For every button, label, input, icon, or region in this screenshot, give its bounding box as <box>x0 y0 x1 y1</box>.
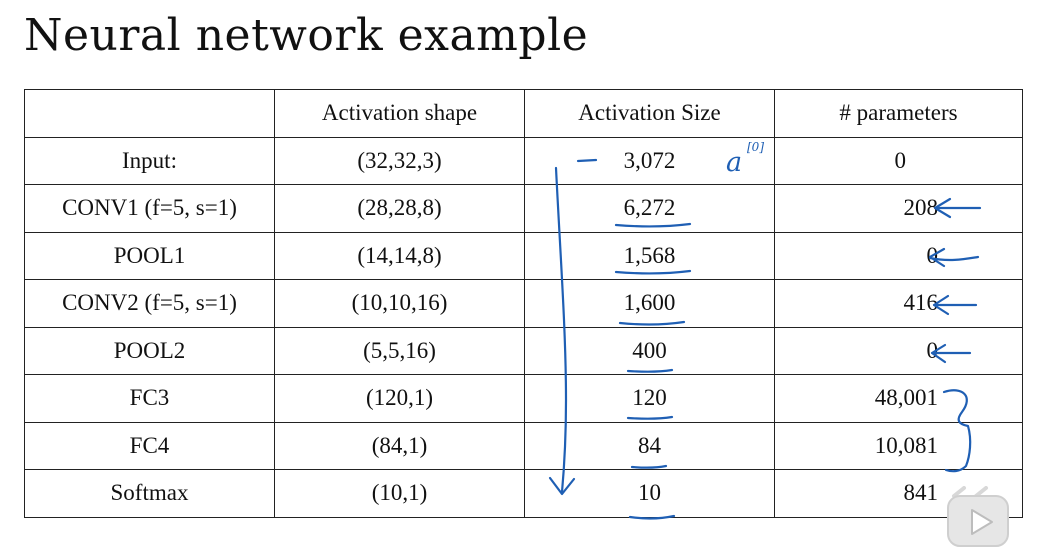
network-table: Activation shape Activation Size # param… <box>24 89 1023 518</box>
activation-size: 6,272 <box>524 184 775 233</box>
activation-size: 3,072 <box>524 136 775 185</box>
parameter-count: 48,001 <box>774 374 1023 423</box>
activation-shape: (28,28,8) <box>274 184 525 233</box>
activation-shape: (84,1) <box>274 421 525 470</box>
layer-name: POOL2 <box>24 326 275 375</box>
activation-shape: (10,1) <box>274 469 525 518</box>
layer-name: Softmax <box>24 469 275 518</box>
activation-shape: (14,14,8) <box>274 231 525 280</box>
table-header-row: Activation shape Activation Size # param… <box>24 89 1023 138</box>
slide-title: Neural network example <box>24 10 589 61</box>
table-row: FC4 (84,1) 84 10,081 <box>24 421 1023 470</box>
activation-size: 120 <box>524 374 775 423</box>
table-row: POOL2 (5,5,16) 400 0 <box>24 326 1023 375</box>
parameter-count: 208 <box>774 184 1023 233</box>
table-row: Softmax (10,1) 10 841 <box>24 469 1023 518</box>
activation-size: 400 <box>524 326 775 375</box>
play-button-icon <box>947 486 1009 547</box>
layer-name: CONV2 (f=5, s=1) <box>24 279 275 328</box>
layer-name: FC4 <box>24 421 275 470</box>
layer-name: Input: <box>24 136 275 185</box>
header-layer <box>24 89 275 138</box>
table-row: FC3 (120,1) 120 48,001 <box>24 374 1023 423</box>
activation-shape: (120,1) <box>274 374 525 423</box>
header-activation-shape: Activation shape <box>274 89 525 138</box>
activation-size: 1,600 <box>524 279 775 328</box>
activation-size: 84 <box>524 421 775 470</box>
parameter-count: 0 <box>774 136 1023 185</box>
layer-name: CONV1 (f=5, s=1) <box>24 184 275 233</box>
parameter-count: 0 <box>774 326 1023 375</box>
header-parameters: # parameters <box>774 89 1023 138</box>
layer-name: POOL1 <box>24 231 275 280</box>
table-row: Input: (32,32,3) 3,072 0 <box>24 136 1023 185</box>
table-row: CONV1 (f=5, s=1) (28,28,8) 6,272 208 <box>24 184 1023 233</box>
activation-shape: (32,32,3) <box>274 136 525 185</box>
activation-size: 1,568 <box>524 231 775 280</box>
activation-shape: (5,5,16) <box>274 326 525 375</box>
parameter-count: 416 <box>774 279 1023 328</box>
activation-size: 10 <box>524 469 775 518</box>
table-row: POOL1 (14,14,8) 1,568 0 <box>24 231 1023 280</box>
table-row: CONV2 (f=5, s=1) (10,10,16) 1,600 416 <box>24 279 1023 328</box>
header-activation-size: Activation Size <box>524 89 775 138</box>
activation-shape: (10,10,16) <box>274 279 525 328</box>
layer-name: FC3 <box>24 374 275 423</box>
parameter-count: 10,081 <box>774 421 1023 470</box>
parameter-count: 0 <box>774 231 1023 280</box>
